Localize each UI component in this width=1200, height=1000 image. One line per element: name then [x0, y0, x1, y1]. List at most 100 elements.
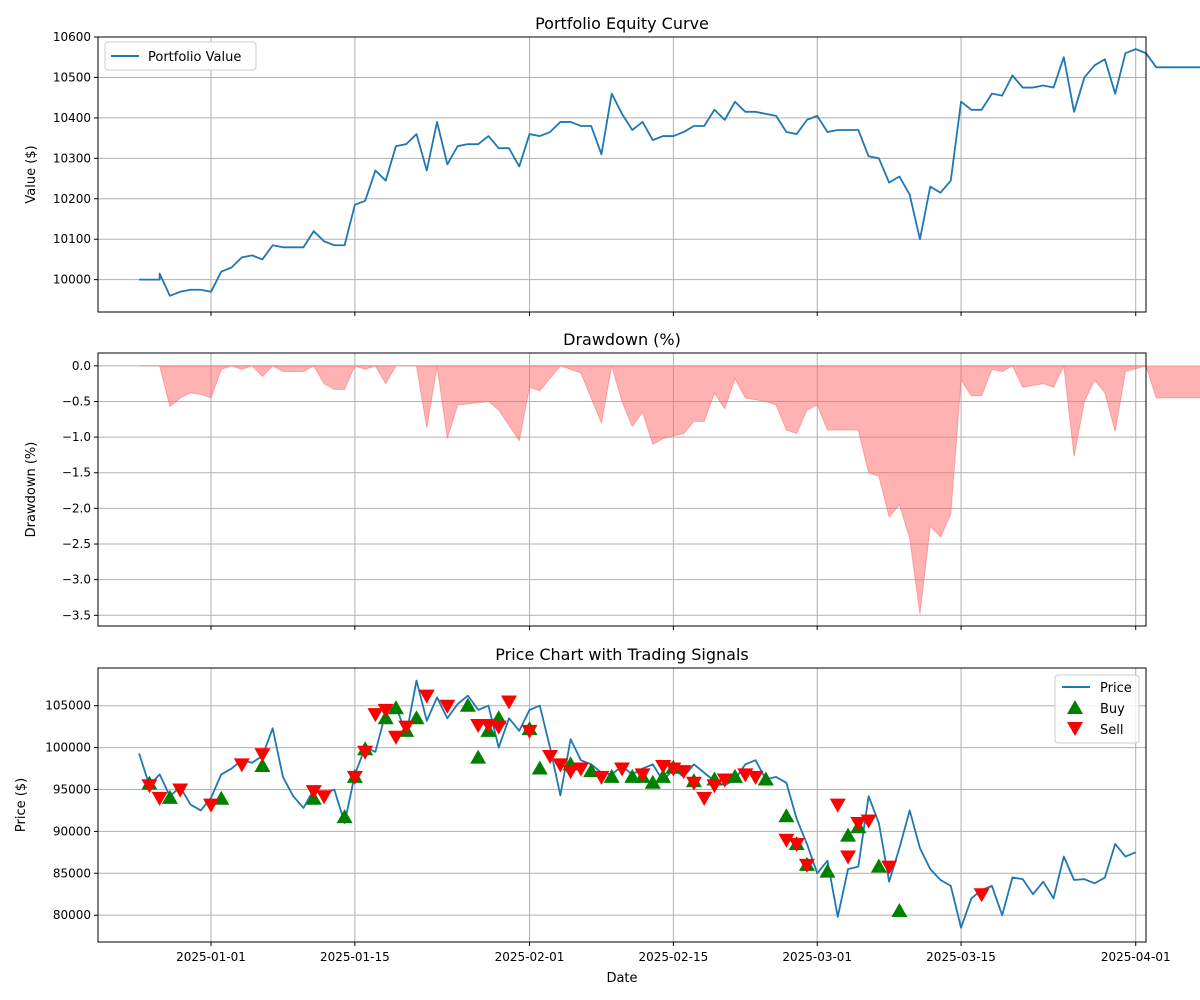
sell-marker	[172, 783, 189, 798]
buy-marker	[459, 697, 476, 712]
sell-marker	[798, 858, 815, 873]
sell-marker	[614, 762, 630, 777]
chart-title: Portfolio Equity Curve	[535, 14, 709, 33]
sell-marker	[470, 718, 487, 733]
legend-label: Portfolio Value	[148, 50, 241, 65]
legend-buy-swatch	[1067, 700, 1083, 714]
y-tick-label: 10600	[53, 30, 91, 44]
buy-marker	[336, 809, 353, 824]
sell-marker	[778, 833, 795, 848]
y-axis-label: Value ($)	[24, 145, 39, 203]
sell-marker	[716, 773, 733, 788]
axes-frame	[97, 667, 1147, 943]
y-tick-label: 10500	[53, 70, 91, 84]
y-tick-label: 10300	[53, 151, 91, 165]
buy-marker	[655, 768, 672, 783]
y-tick-label: −3.5	[62, 608, 91, 622]
chart-title: Price Chart with Trading Signals	[495, 645, 748, 664]
panel-2: 0.0 −0.5 −1.0 −1.5 −2.0 −2.5 −3.0 −3.5 Drawdown …	[24, 330, 1200, 630]
panel-1: 10000 10100 10200 10300 10400 10500 10600 Portf…	[24, 14, 1200, 316]
buy-marker	[870, 858, 887, 873]
buy-marker	[840, 827, 857, 842]
sell-marker	[439, 699, 456, 714]
sell-marker	[367, 708, 384, 723]
y-tick-label: 0.0	[72, 359, 91, 373]
sell-marker	[685, 776, 702, 791]
y-tick-label: −1.0	[62, 430, 91, 444]
sell-marker	[305, 785, 322, 800]
sell-marker	[634, 768, 651, 783]
y-tick-label: −2.0	[62, 501, 91, 515]
sell-marker	[860, 814, 877, 829]
legend-sell-swatch	[1067, 722, 1083, 736]
x-tick-label: 2025-03-15	[926, 950, 996, 964]
sell-marker	[706, 779, 723, 794]
sell-marker	[254, 748, 271, 763]
sell-marker	[398, 720, 415, 735]
x-tick-label: 2025-03-01	[782, 950, 852, 964]
y-tick-label: 10100	[53, 232, 91, 246]
y-tick-label: 10400	[53, 111, 91, 125]
sell-marker	[490, 720, 507, 735]
sell-marker	[552, 758, 569, 773]
sell-marker	[562, 765, 579, 780]
y-tick-label: −1.5	[62, 466, 91, 480]
sell-marker	[840, 850, 857, 865]
legend: Price Buy Sell	[1054, 674, 1140, 744]
buy-marker	[387, 700, 404, 715]
buy-marker	[891, 902, 908, 917]
sell-marker	[418, 689, 435, 704]
sell-marker	[346, 770, 363, 785]
y-tick-label: −2.5	[62, 537, 91, 551]
buy-marker	[254, 758, 271, 773]
sell-marker	[316, 790, 333, 805]
buy-marker	[603, 768, 620, 783]
x-axis-label: Date	[606, 971, 637, 986]
y-axis-label: Drawdown (%)	[24, 442, 39, 538]
y-tick-label: 105000	[45, 699, 91, 713]
panel-3: 2025-01-01 2025-01-15 2025-02-01 2025-02-15…	[14, 645, 1171, 986]
y-tick-label: 100000	[45, 741, 91, 755]
buy-marker	[727, 768, 744, 783]
chart-title: Drawdown (%)	[563, 330, 681, 349]
sell-marker	[357, 745, 374, 760]
x-tick-label: 2025-01-01	[176, 950, 246, 964]
sell-marker	[542, 749, 559, 764]
legend: Portfolio Value	[104, 41, 257, 71]
buy-marker	[757, 771, 774, 786]
sell-marker	[203, 798, 220, 813]
buy-marker	[778, 808, 795, 823]
y-tick-label: 10000	[53, 273, 91, 287]
buy-marker	[644, 774, 661, 789]
legend-box	[104, 41, 257, 71]
series-line-1	[139, 48, 1200, 297]
sell-marker	[747, 770, 764, 785]
x-tick-label: 2025-02-15	[638, 950, 708, 964]
drawdown-area	[139, 364, 1200, 614]
sell-marker	[572, 762, 589, 777]
sell-marker	[881, 860, 898, 875]
sell-marker	[521, 724, 538, 739]
sell-marker	[850, 817, 867, 832]
sell-marker	[141, 779, 158, 794]
buy-marker	[531, 760, 548, 775]
y-tick-label: 80000	[53, 908, 91, 922]
sell-marker	[151, 791, 168, 806]
sell-marker	[500, 695, 517, 710]
y-tick-label: −0.5	[62, 394, 91, 408]
y-axis-label: Price ($)	[14, 778, 29, 832]
axes-frame	[97, 36, 1147, 313]
sell-marker	[973, 888, 990, 903]
y-tick-label: 90000	[53, 824, 91, 838]
buy-marker	[470, 749, 487, 764]
sell-marker	[696, 791, 713, 806]
x-tick-label: 2025-02-01	[495, 950, 565, 964]
sell-marker	[675, 765, 692, 780]
sell-marker	[377, 703, 394, 718]
y-tick-label: −3.0	[62, 573, 91, 587]
buy-marker	[161, 789, 178, 804]
legend-label: Price	[1100, 681, 1132, 696]
sell-marker	[788, 837, 805, 852]
sell-marker	[233, 758, 250, 773]
